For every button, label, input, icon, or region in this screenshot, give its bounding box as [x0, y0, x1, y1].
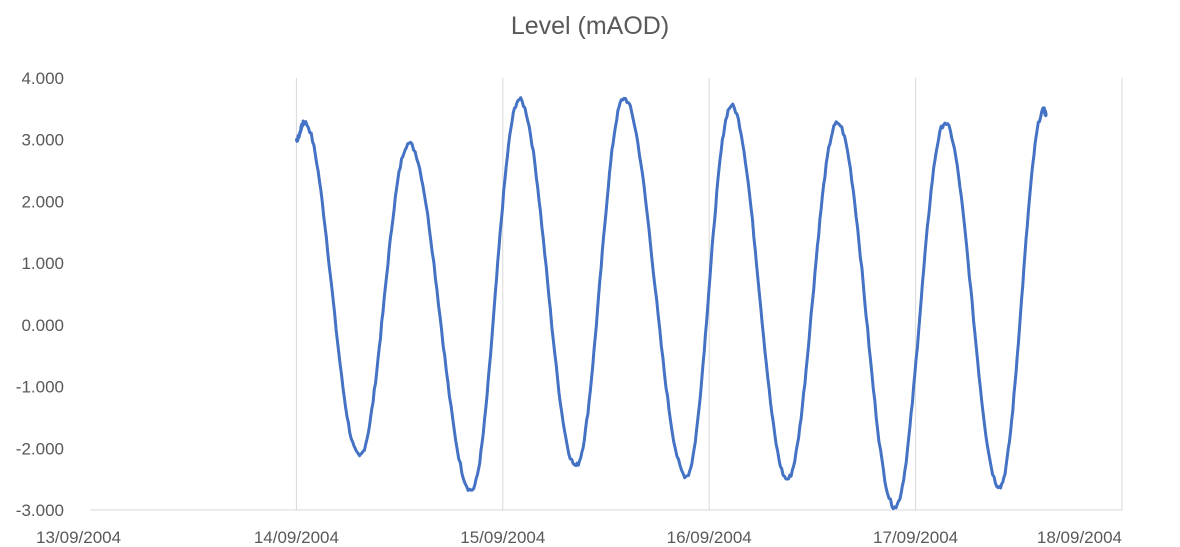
y-tick-label: 1.000: [21, 254, 64, 273]
y-tick-label: 0.000: [21, 316, 64, 335]
x-axis-tick-labels: 13/09/2004 14/09/2004 15/09/2004 16/09/2004…: [36, 528, 1122, 547]
y-tick-label: -3.000: [16, 501, 64, 520]
x-tick-label: 14/09/2004: [254, 528, 339, 547]
y-tick-label: 4.000: [21, 69, 64, 88]
x-tick-label: 13/09/2004: [36, 528, 121, 547]
x-tick-label: 18/09/2004: [1037, 528, 1122, 547]
y-tick-label: -2.000: [16, 439, 64, 458]
x-tick-label: 16/09/2004: [667, 528, 752, 547]
y-tick-label: 2.000: [21, 192, 64, 211]
chart-title: Level (mAOD): [510, 12, 670, 40]
y-tick-label: -1.000: [16, 378, 64, 397]
y-axis-tick-labels: 4.000 3.000 2.000 1.000 0.000 -1.000 -2.000 -3.…: [16, 69, 64, 520]
series-line: [294, 96, 1048, 511]
x-tick-label: 15/09/2004: [460, 528, 545, 547]
series-layer: [294, 96, 1048, 511]
x-tick-label: 17/09/2004: [873, 528, 958, 547]
y-tick-label: 3.000: [21, 131, 64, 150]
